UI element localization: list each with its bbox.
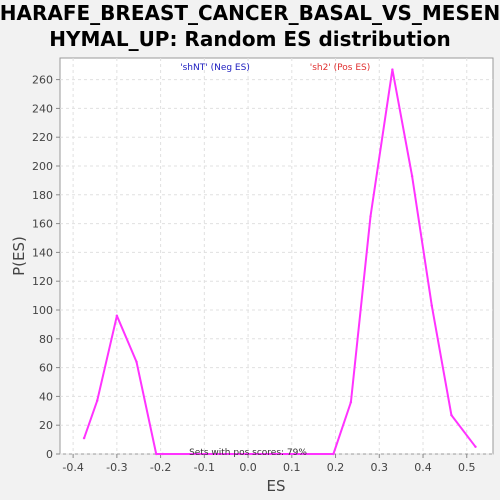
plot-area [59,57,494,455]
x-tick-label: -0.3 [106,461,127,474]
data-point [155,452,158,456]
y-tick-label: 200 [32,160,53,173]
series-layer [82,68,477,456]
y-tick-label: 80 [39,333,53,346]
data-point [369,215,372,218]
data-point [161,452,164,456]
y-tick-label: 60 [39,362,53,375]
x-tick-label: 0.3 [371,461,389,474]
data-point [391,68,394,71]
y-tick-label: 240 [32,102,53,115]
chart-title-line1: CHARAFE_BREAST_CANCER_BASAL_VS_MESENC [0,1,500,25]
y-tick-label: 0 [46,448,53,461]
data-point [430,304,433,307]
y-tick-label: 180 [32,189,53,202]
data-point [115,314,119,317]
y-tick-label: 140 [32,246,53,259]
x-tick-label: -0.2 [150,461,171,474]
grid-lines [60,58,493,455]
x-tick-label: 0.0 [239,461,257,474]
data-point [349,400,353,404]
y-tick-label: 160 [32,218,53,231]
y-tick-label: 220 [32,131,53,144]
data-point [332,452,335,456]
y-tick-label: 120 [32,275,53,288]
axis-ticks: -0.4 -0.3 -0.2 -0.1 0.0 0.1 0.2 0.3 0.4 0.5 0 20 40 6… [32,74,476,474]
data-point [450,413,453,417]
y-tick-label: 40 [39,390,53,403]
x-tick-label: 0.5 [458,461,476,474]
x-tick-label: -0.1 [194,461,215,474]
x-tick-label: -0.4 [62,461,83,474]
neg-es-label: 'shNT' (Neg ES) [180,63,250,73]
x-tick-label: 0.2 [327,461,345,474]
chart-title-line2: HYMAL_UP: Random ES distribution [49,27,451,51]
data-point [95,399,99,402]
x-tick-label: 0.4 [414,461,432,474]
pos-es-label: 'sh2' (Pos ES) [310,63,371,73]
y-tick-label: 100 [32,304,53,317]
x-axis-label: ES [267,477,286,495]
y-tick-label: 20 [39,419,53,432]
data-point [410,174,414,178]
x-tick-label: 0.1 [283,461,301,474]
y-axis-label: P(ES) [10,236,28,276]
pos-scores-footer: Sets with pos scores: 79% [189,448,307,458]
data-point [246,452,250,456]
data-point [474,445,477,448]
data-point [82,436,86,440]
y-tick-label: 260 [32,74,53,87]
data-point [135,360,138,364]
